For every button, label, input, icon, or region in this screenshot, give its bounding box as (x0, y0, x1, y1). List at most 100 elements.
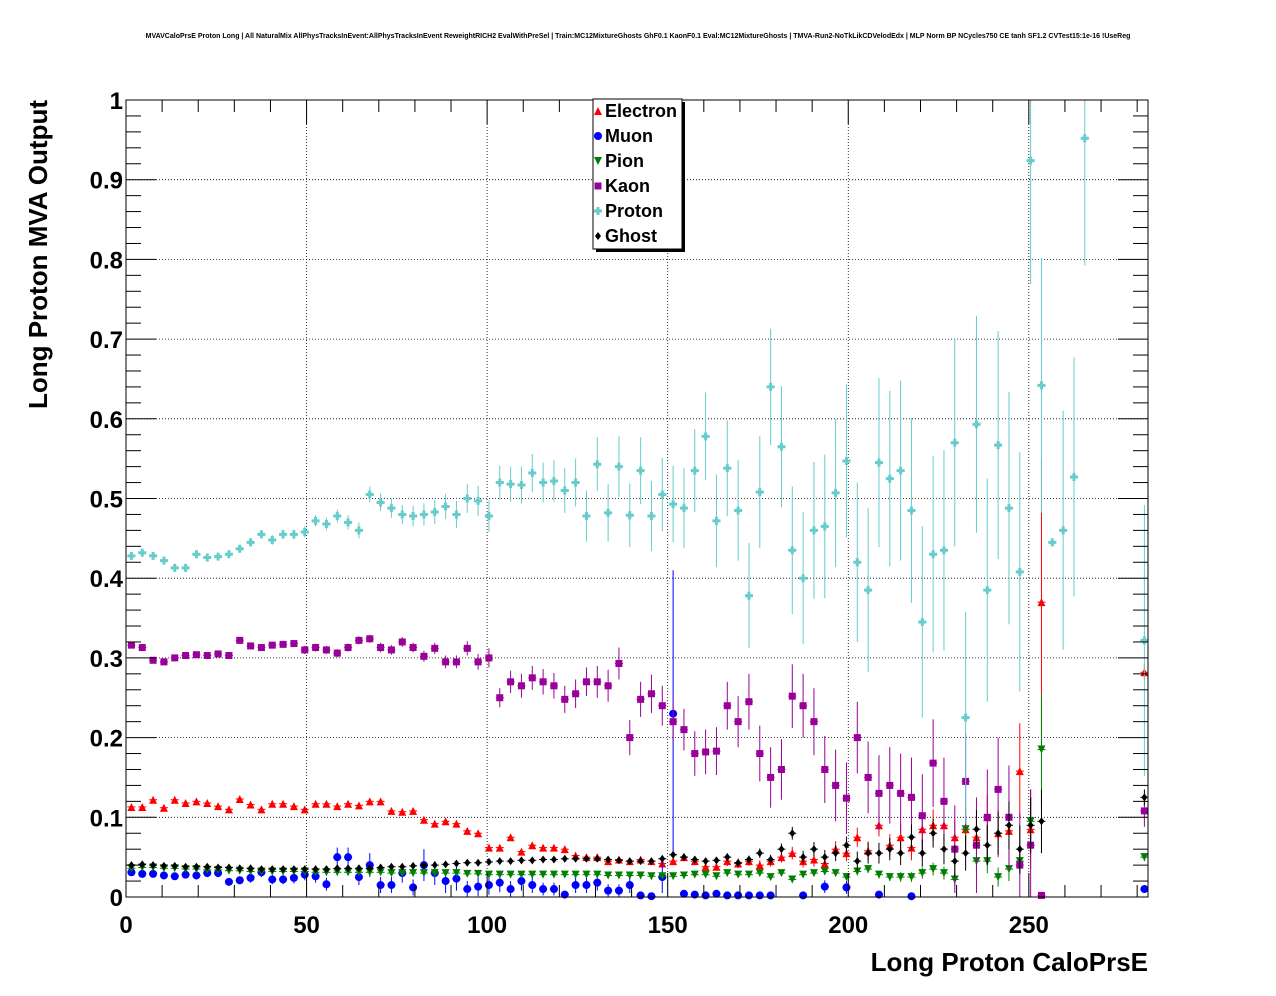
data-point-kaon (496, 694, 504, 702)
data-point-pion (484, 870, 493, 879)
data-point-electron (181, 798, 190, 807)
data-point-proton (766, 382, 775, 391)
data-point-pion (809, 869, 818, 878)
data-point-kaon (366, 635, 374, 643)
data-point-proton (864, 586, 873, 595)
data-point-proton (918, 618, 927, 627)
data-point-muon (528, 881, 537, 890)
data-point-pion (387, 869, 396, 878)
data-point-proton (300, 527, 309, 536)
data-point-proton (582, 512, 591, 521)
data-point-electron (755, 861, 764, 870)
data-point-proton (528, 468, 537, 477)
y-tick-label: 0.8 (90, 247, 123, 274)
data-point-electron (387, 806, 396, 815)
data-point-kaon (680, 726, 688, 734)
data-point-muon (354, 873, 363, 882)
data-point-proton (398, 510, 407, 519)
y-tick-label: 1 (110, 88, 123, 115)
data-point-proton (723, 464, 732, 473)
data-point-pion (1037, 745, 1046, 754)
data-point-proton (853, 558, 862, 567)
data-point-electron (257, 805, 266, 814)
data-point-kaon (322, 646, 330, 654)
legend: Electron Muon Pion Kaon Proton Ghost (592, 98, 685, 252)
data-point-kaon (832, 781, 840, 789)
data-point-pion (723, 869, 732, 878)
data-point-electron (1037, 598, 1046, 607)
data-point-electron (896, 833, 905, 842)
data-point-muon (842, 883, 851, 892)
x-tick-label: 0 (119, 912, 132, 939)
data-point-ghost (810, 845, 817, 854)
data-point-ghost (139, 860, 146, 869)
data-point-proton (354, 526, 363, 535)
series-ghost (127, 789, 1149, 878)
data-point-proton (203, 553, 212, 562)
data-point-ghost (1016, 845, 1023, 854)
data-point-kaon (777, 765, 785, 773)
data-point-pion (690, 870, 699, 879)
data-point-ghost (182, 862, 189, 871)
data-point-ghost (204, 862, 211, 871)
data-point-muon (701, 891, 710, 900)
data-point-kaon (182, 652, 190, 660)
data-point-ghost (355, 864, 362, 873)
data-point-muon (235, 876, 244, 885)
y-tick-label: 0.5 (90, 487, 123, 514)
data-point-proton (409, 512, 418, 521)
data-point-pion (549, 870, 558, 879)
data-point-pion (539, 870, 548, 879)
data-point-proton (549, 476, 558, 485)
data-point-proton (1059, 526, 1068, 535)
data-point-ghost (865, 849, 872, 858)
data-point-pion (398, 869, 407, 878)
data-point-kaon (821, 765, 829, 773)
data-point-kaon (983, 813, 991, 821)
data-point-proton (604, 508, 613, 517)
data-point-electron (701, 862, 710, 871)
data-point-muon (452, 874, 461, 883)
data-point-pion (755, 869, 764, 878)
data-point-proton (896, 466, 905, 475)
data-point-proton (138, 548, 147, 557)
data-point-muon (820, 882, 829, 891)
data-point-kaon (236, 636, 244, 644)
data-point-electron (788, 849, 797, 858)
data-point-kaon (918, 812, 926, 820)
data-point-proton (907, 506, 916, 515)
data-point-proton (344, 518, 353, 527)
data-point-ghost (637, 857, 644, 866)
data-point-ghost (377, 863, 384, 872)
data-point-proton (463, 494, 472, 503)
data-point-proton (192, 550, 201, 559)
data-point-pion (701, 870, 710, 879)
data-point-ghost (160, 861, 167, 870)
data-point-ghost (171, 861, 178, 870)
data-point-proton (744, 591, 753, 600)
data-point-ghost (150, 861, 157, 870)
data-point-kaon (442, 658, 450, 666)
data-point-muon (712, 889, 721, 898)
data-point-pion (679, 871, 688, 880)
data-point-electron (669, 857, 678, 866)
data-point-proton (614, 462, 623, 471)
data-point-electron (354, 801, 363, 810)
data-point-ghost (897, 849, 904, 858)
data-point-ghost (561, 854, 568, 863)
data-point-ghost (821, 853, 828, 862)
legend-marker-muon (594, 132, 602, 140)
data-point-pion (593, 870, 602, 879)
data-point-ghost (875, 849, 882, 858)
data-point-electron (289, 802, 298, 811)
data-point-kaon (431, 644, 439, 652)
data-point-electron (127, 802, 136, 811)
data-point-ghost (323, 865, 330, 874)
data-point-muon (409, 883, 418, 892)
data-point-electron (474, 829, 483, 838)
data-point-proton (929, 550, 938, 559)
data-point-pion (463, 869, 472, 878)
data-point-kaon (723, 702, 731, 710)
series-proton (127, 100, 1149, 824)
data-point-ghost (713, 856, 720, 865)
